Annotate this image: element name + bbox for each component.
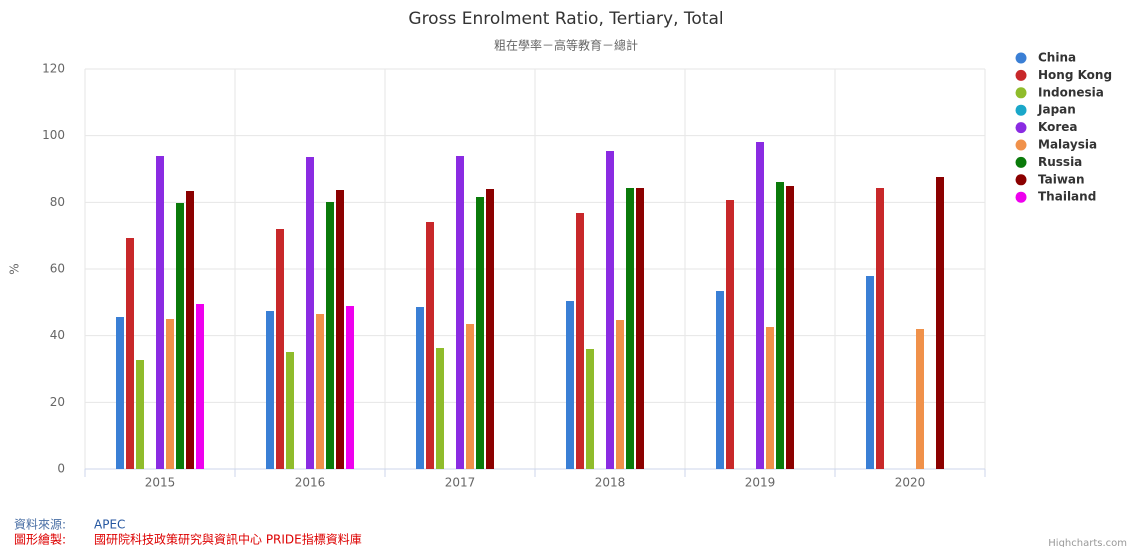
bar [196,304,204,469]
x-tick-label: 2019 [745,476,776,490]
bar [466,324,474,469]
bar [336,190,344,469]
legend-marker [1015,69,1027,81]
bar [626,188,634,469]
y-tick-label: 0 [57,462,65,476]
bar [726,200,734,469]
bar [616,320,624,469]
y-axis-label: % [8,263,22,274]
bar [576,213,584,469]
legend-marker [1015,122,1027,134]
bar [346,306,354,469]
bar [486,189,494,469]
legend-label: Indonesia [1038,85,1104,99]
bar [136,360,144,469]
legend-label: China [1038,51,1076,65]
legend-label: Russia [1038,155,1082,169]
x-tick-label: 2016 [295,476,326,490]
x-tick-label: 2015 [145,476,176,490]
bar [176,203,184,469]
legend-marker [1015,52,1027,64]
legend-label: Taiwan [1038,172,1085,186]
credit: 國研院科技政策研究與資訊中心 PRIDE指標資料庫 [94,532,362,547]
y-tick-label: 80 [50,195,65,209]
y-tick-label: 20 [50,395,65,409]
bar [636,188,644,469]
bar [436,348,444,469]
bar [866,276,874,469]
bar [876,188,884,469]
legend-label: Malaysia [1038,138,1097,152]
source: APEC [94,518,125,532]
bar [286,352,294,469]
bar [186,191,194,469]
bar [766,327,774,469]
y-tick-label: 40 [50,328,65,342]
bar [716,291,724,469]
legend-label: Japan [1037,103,1076,117]
credit-label: 圖形繪製: [14,532,66,547]
x-tick-label: 2018 [595,476,626,490]
bar [266,311,274,469]
bar [476,197,484,469]
legend-marker [1015,174,1027,186]
bar [316,314,324,469]
bar [456,156,464,469]
bar [936,177,944,469]
bar [916,329,924,469]
bar [306,157,314,469]
bar [166,319,174,469]
bar [756,142,764,469]
bar [586,349,594,469]
x-tick-label: 2020 [895,476,926,490]
bar [116,317,124,469]
bar [606,151,614,469]
legend-label: Hong Kong [1038,68,1112,82]
bar [156,156,164,469]
legend-label: Korea [1038,120,1078,134]
bar [126,238,134,469]
bar [776,182,784,469]
bar [416,307,424,469]
bar [276,229,284,469]
legend-marker [1015,191,1027,203]
legend-marker [1015,104,1027,116]
bar [426,222,434,469]
legend-marker [1015,139,1027,151]
y-tick-label: 120 [42,62,65,76]
legend-label: Thailand [1038,190,1096,204]
chart-subtitle: 粗在學率－高等教育－總計 [494,38,638,53]
credits: Highcharts.com [1048,538,1127,547]
legend-marker [1015,87,1027,99]
bar [566,301,574,469]
legend-marker [1015,156,1027,168]
bar [326,202,334,469]
x-tick-label: 2017 [445,476,476,490]
y-tick-label: 100 [42,128,65,142]
chart-title: Gross Enrolment Ratio, Tertiary, Total [408,9,723,29]
y-tick-label: 60 [50,262,65,276]
bar [786,186,794,469]
source-label: 資料來源: [14,518,66,532]
